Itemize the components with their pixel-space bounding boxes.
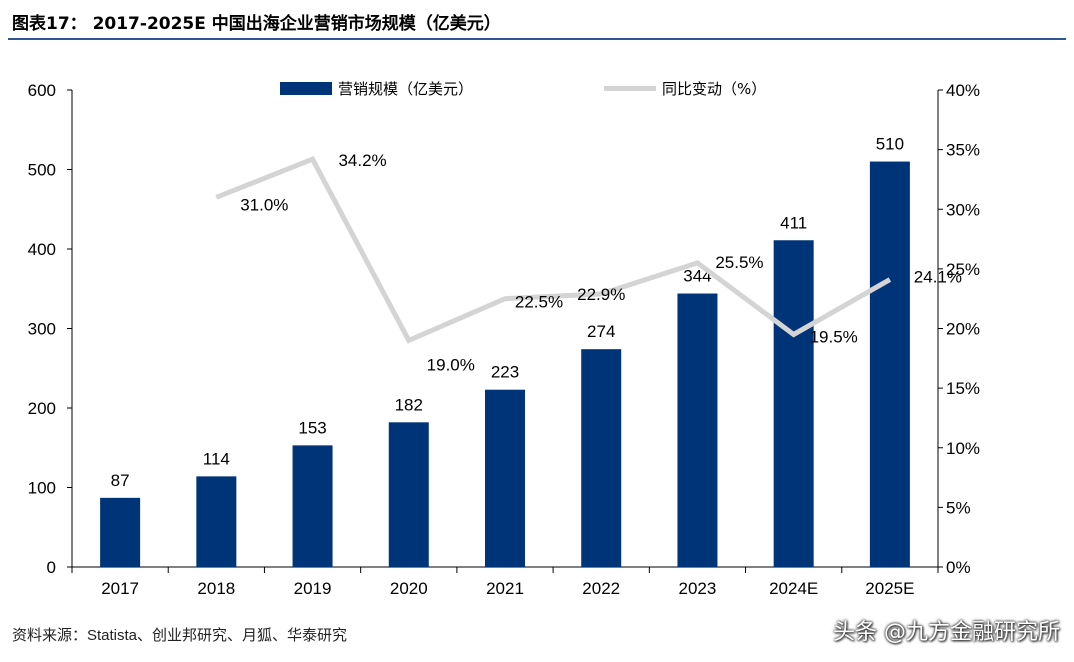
bar-value-label: 114 (203, 449, 230, 468)
line-value-label: 25.5% (715, 253, 763, 272)
y-right-tick-label: 20% (946, 320, 980, 339)
y-left-tick-label: 0 (47, 558, 56, 577)
x-tick-label: 2018 (197, 579, 235, 598)
line-value-label: 22.5% (515, 293, 563, 312)
title-divider (8, 38, 1066, 40)
y-right-tick-label: 25% (946, 260, 980, 279)
bar-value-label: 411 (780, 213, 807, 232)
bar-value-label: 153 (298, 418, 326, 437)
line-value-label: 22.9% (577, 285, 625, 304)
line-value-label: 34.2% (338, 151, 386, 170)
source-note: 资料来源：Statista、创业邦研究、月狐、华泰研究 (12, 627, 348, 644)
yoy-line (215, 156, 892, 344)
bar-value-label: 274 (587, 322, 615, 341)
y-left-tick-label: 400 (28, 240, 56, 259)
legend-bar-swatch (280, 81, 332, 95)
bar-value-label: 87 (111, 471, 130, 490)
bar (388, 422, 429, 567)
x-tick-label: 2017 (101, 579, 139, 598)
legend-line-label: 同比变动（%） (662, 79, 767, 98)
line-value-label: 31.0% (240, 195, 288, 214)
y-right-tick-label: 30% (946, 200, 980, 219)
bar (196, 476, 237, 567)
bar (292, 445, 333, 567)
y-left-tick-label: 100 (28, 479, 56, 498)
y-right-tick-label: 40% (946, 81, 980, 100)
watermark: 头条 @九方金融研究所 (833, 620, 1060, 645)
y-left-tick-label: 200 (28, 399, 56, 418)
x-tick-label: 2019 (294, 579, 332, 598)
legend-bar-label: 营销规模（亿美元） (338, 79, 474, 98)
y-right-tick-label: 10% (946, 439, 980, 458)
x-tick-label: 2020 (390, 579, 428, 598)
bar (677, 293, 718, 567)
y-right-tick-label: 0% (946, 558, 971, 577)
bar (581, 349, 622, 567)
line-value-label: 24.1% (914, 268, 962, 287)
legend-line-swatch (604, 85, 656, 91)
x-tick-label: 2022 (582, 579, 620, 598)
y-right-tick-label: 35% (946, 141, 980, 160)
y-left-tick-label: 600 (28, 81, 56, 100)
chart-title: 图表17： 2017-2025E 中国出海企业营销市场规模（亿美元） (12, 14, 501, 34)
bar-value-label: 223 (491, 363, 519, 382)
bar-value-label: 182 (395, 395, 423, 414)
line-value-label: 19.0% (427, 355, 475, 374)
bar (485, 389, 525, 567)
x-tick-label: 2024E (769, 579, 818, 598)
bar (869, 161, 910, 568)
x-tick-label: 2021 (486, 579, 524, 598)
bar-value-label: 510 (876, 135, 904, 154)
line-value-label: 19.5% (810, 327, 858, 346)
bar (773, 240, 814, 567)
legend-line-item: 同比变动（%） (604, 76, 766, 100)
legend-bar-item: 营销规模（亿美元） (280, 76, 473, 100)
y-right-tick-label: 15% (946, 379, 980, 398)
bar (100, 497, 141, 567)
x-tick-label: 2023 (679, 579, 717, 598)
x-tick-label: 2025E (865, 579, 914, 598)
y-left-tick-label: 300 (28, 320, 56, 339)
y-right-tick-label: 5% (946, 498, 971, 517)
y-left-tick-label: 500 (28, 161, 56, 180)
